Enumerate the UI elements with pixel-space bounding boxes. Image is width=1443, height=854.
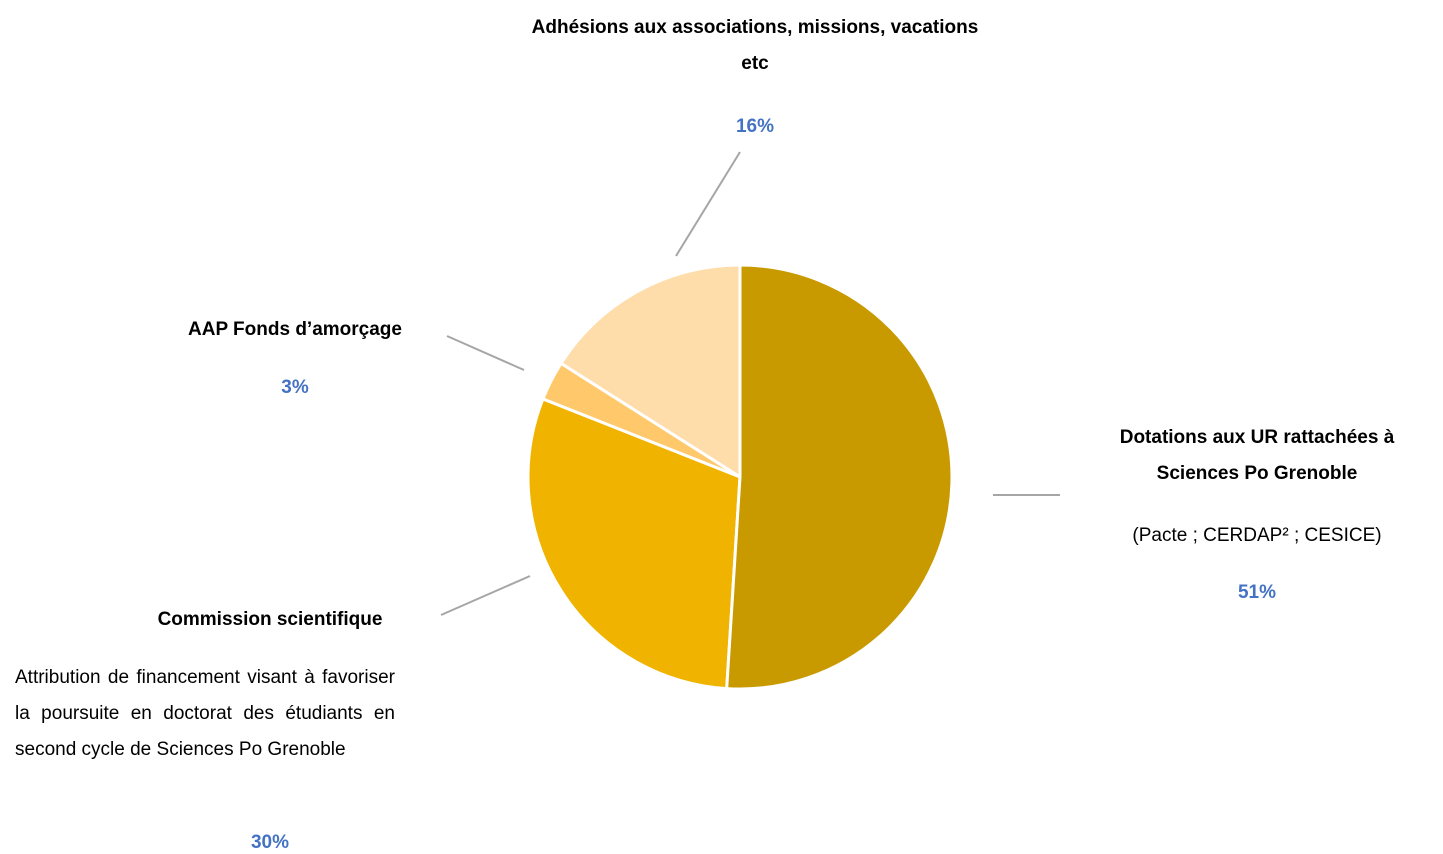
pie-slice <box>558 263 742 480</box>
slice-label: Adhésions aux associations, missions, va… <box>531 17 979 74</box>
leader-line <box>446 335 525 371</box>
slice-description: Attribution de financement visant à favo… <box>15 667 395 760</box>
slice-label: Dotations aux UR rattachées à Sciences P… <box>1119 427 1395 484</box>
slice-label: AAP Fonds d’amorçage <box>188 319 402 340</box>
value-label: 16% <box>735 116 775 137</box>
leader-line <box>440 575 531 616</box>
value-label: 51% <box>1237 582 1277 603</box>
slice-label: Commission scientifique <box>157 609 383 630</box>
value-label: 3% <box>281 377 309 398</box>
pie-slice <box>526 397 742 691</box>
slice-description: (Pacte ; CERDAP² ; CESICE) <box>1132 525 1382 546</box>
leader-line <box>675 151 741 257</box>
value-label: 30% <box>250 832 290 853</box>
pie-slice <box>725 263 954 691</box>
